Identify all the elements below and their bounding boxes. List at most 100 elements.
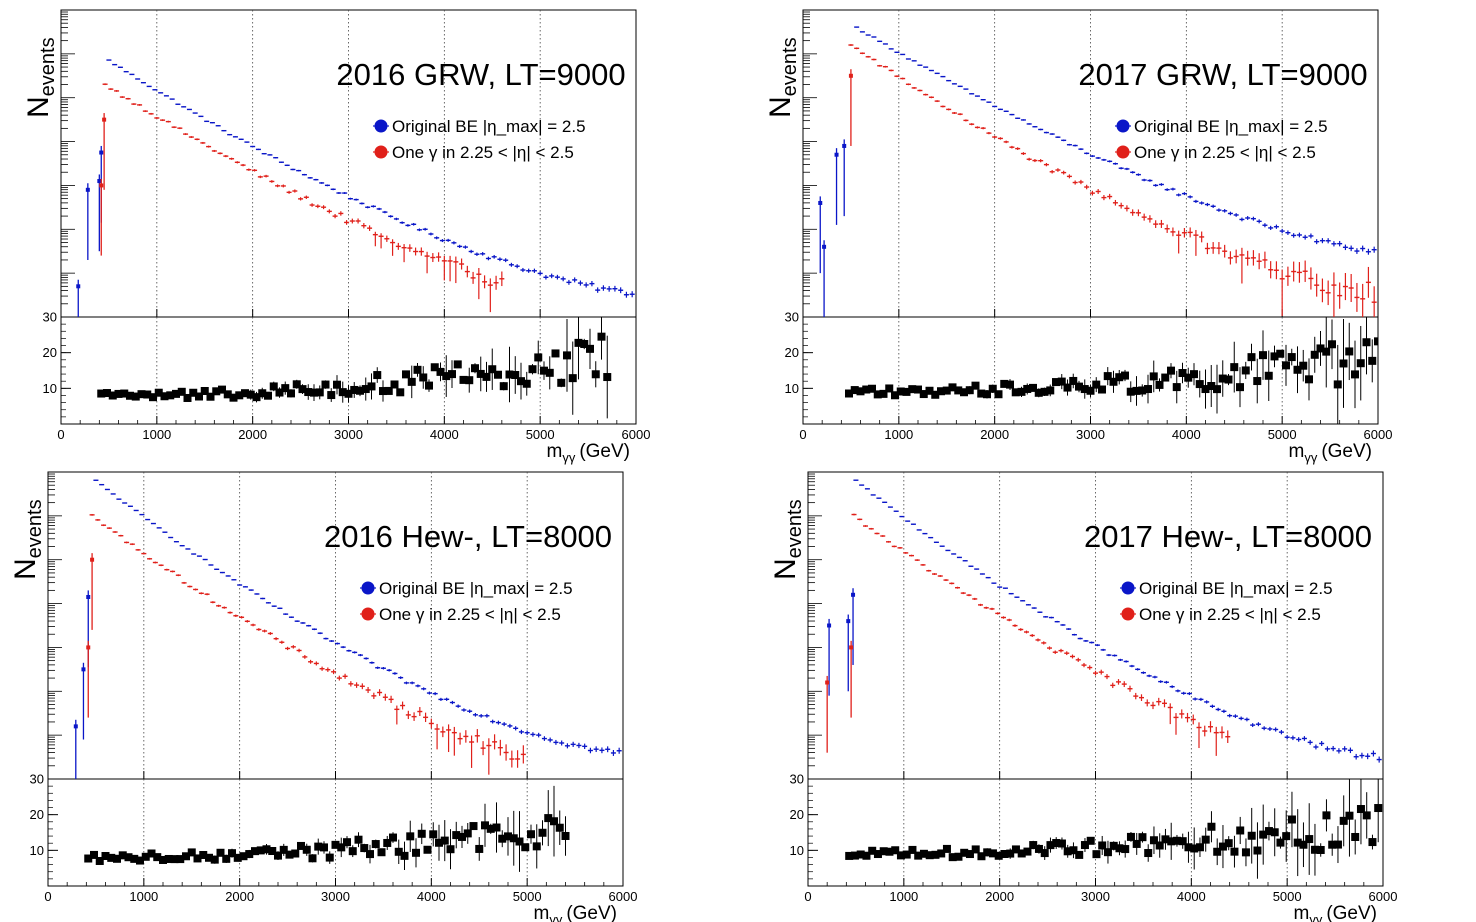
ratio-point xyxy=(1121,845,1130,854)
low-mass-point xyxy=(848,73,853,78)
ratio-point xyxy=(919,849,928,858)
ratio-point xyxy=(1241,848,1250,857)
ratio-point xyxy=(275,388,284,397)
ratio-point xyxy=(200,386,209,395)
ratio-point xyxy=(1023,847,1032,856)
ratio-point xyxy=(1328,840,1337,849)
ratio-point xyxy=(396,388,405,397)
ratio-point xyxy=(1103,848,1112,857)
ratio-point xyxy=(1017,849,1026,858)
ratio-point xyxy=(1109,377,1118,386)
ratio-point xyxy=(1075,382,1083,391)
ratio-point xyxy=(1149,836,1158,845)
ratio-point xyxy=(354,835,363,844)
legend-entry: One γ in 2.25 < |η| < 2.5 xyxy=(379,605,561,624)
ratio-point xyxy=(413,365,422,374)
ratio-point xyxy=(527,830,535,839)
legend: Original BE |η_max| = 2.5 One γ in 2.25 <… xyxy=(1115,117,1328,162)
ratio-point xyxy=(505,370,514,379)
ratio-point xyxy=(1086,386,1095,395)
ratio-point xyxy=(390,380,399,389)
ratio-point xyxy=(476,369,485,378)
ratio-point xyxy=(268,847,277,856)
ratio-point xyxy=(586,344,594,353)
ratio-point xyxy=(1247,831,1256,840)
ratio-point xyxy=(1287,353,1296,362)
x-tick-label: 1000 xyxy=(142,427,171,442)
ratio-point xyxy=(1207,382,1216,391)
ratio-point xyxy=(1374,804,1383,813)
ratio-point xyxy=(435,838,443,847)
ratio-point xyxy=(948,383,957,392)
x-tick-label: 0 xyxy=(804,889,811,904)
ratio-point xyxy=(1132,839,1141,848)
ratio-point xyxy=(1299,361,1308,370)
ratio-point xyxy=(1046,386,1055,395)
ratio-point xyxy=(850,851,859,860)
ratio-point xyxy=(402,370,410,379)
x-tick-label: 4000 xyxy=(1172,427,1201,442)
ratio-point xyxy=(1155,380,1164,389)
ratio-point xyxy=(176,855,185,864)
ratio-point xyxy=(1207,822,1216,831)
ratio-y-ticks: 10 20 30 xyxy=(785,310,813,418)
low-mass-point xyxy=(851,592,856,597)
ratio-point xyxy=(1259,351,1267,360)
ratio-point xyxy=(183,393,192,402)
ratio-point xyxy=(281,384,290,393)
ratio-point xyxy=(308,854,317,863)
x-tick-label: 5000 xyxy=(513,889,542,904)
ratio-point xyxy=(1322,811,1331,820)
ratio-point xyxy=(1063,383,1072,392)
low-mass-point xyxy=(85,187,90,192)
ratio-point xyxy=(90,850,98,859)
ratio-point xyxy=(177,387,186,396)
ratio-point xyxy=(136,856,144,865)
ratio-point xyxy=(440,836,449,845)
ratio-point xyxy=(1149,372,1158,381)
ratio-point xyxy=(84,854,93,863)
ratio-point xyxy=(95,856,104,865)
ratio-point xyxy=(1144,385,1152,394)
ratio-point xyxy=(1253,846,1262,855)
ratio-point xyxy=(868,384,876,393)
ratio-point xyxy=(1230,363,1239,372)
ratio-point xyxy=(486,824,495,833)
ratio-tick-label: 30 xyxy=(785,310,799,325)
ratio-point xyxy=(475,844,484,853)
ratio-point xyxy=(1132,386,1141,395)
ratio-point xyxy=(1172,836,1181,845)
ratio-point xyxy=(297,841,305,850)
low-mass-point xyxy=(99,150,104,155)
ratio-point xyxy=(187,848,196,857)
chart-panel-2017-grw: 0 1000 2000 3000 4000 5000 6000 10 20 30 2017 GRW,… xyxy=(760,0,1400,465)
low-mass-point xyxy=(818,200,823,205)
ratio-point xyxy=(994,390,1003,399)
ratio-point xyxy=(107,853,116,862)
ratio-point xyxy=(488,365,497,374)
ratio-point xyxy=(160,392,169,401)
x-axis-label: mγγ (GeV) xyxy=(546,441,630,465)
ratio-point xyxy=(509,834,518,843)
ratio-point xyxy=(965,850,974,859)
ratio-point xyxy=(1190,370,1198,379)
ratio-point xyxy=(1316,344,1325,353)
ratio-point xyxy=(321,380,330,389)
legend-entry: One γ in 2.25 < |η| < 2.5 xyxy=(392,143,574,162)
ratio-point xyxy=(118,851,127,860)
ratio-point xyxy=(419,373,428,382)
ratio-point xyxy=(960,848,969,857)
ratio-tick-label: 30 xyxy=(30,772,44,787)
ratio-point xyxy=(557,378,566,387)
ratio-point xyxy=(264,391,272,400)
ratio-point xyxy=(189,388,198,397)
ratio-point xyxy=(113,854,121,863)
ratio-point xyxy=(873,390,882,399)
main-data xyxy=(76,59,635,317)
x-axis-ticks: 0 1000 2000 3000 4000 5000 6000 xyxy=(799,309,1392,442)
ratio-point xyxy=(1276,838,1285,847)
ratio-tick-label: 10 xyxy=(790,843,804,858)
ratio-point xyxy=(1184,843,1193,852)
x-axis-label: mγγ (GeV) xyxy=(1293,903,1377,922)
ratio-y-ticks: 10 20 30 xyxy=(43,310,71,418)
